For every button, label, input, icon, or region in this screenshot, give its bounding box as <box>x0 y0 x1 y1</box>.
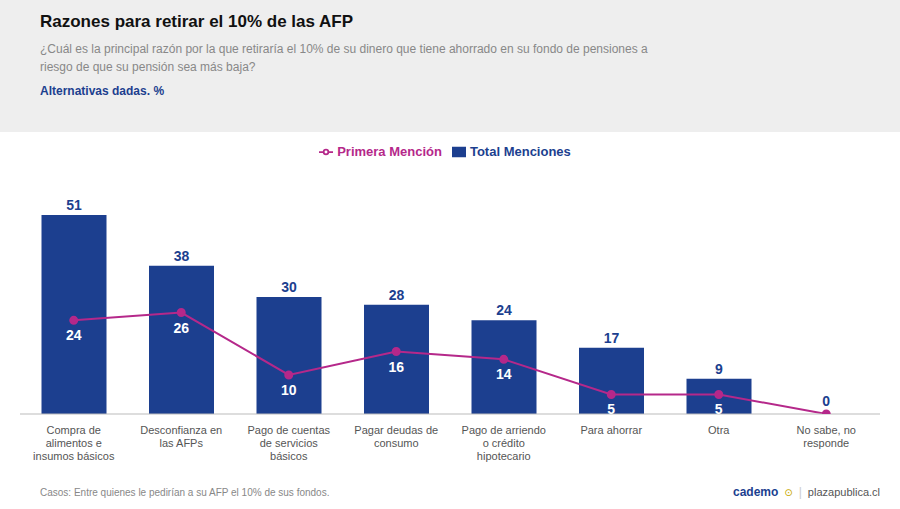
html-text:cademo: cademo <box>733 485 779 499</box>
svg-text:Otra: Otra <box>708 424 730 436</box>
html-text:Casos: Entre quienes le pedirí: Casos: Entre quienes le pedirían a su AF… <box>40 487 330 498</box>
html-text:plazapublica.cl: plazapublica.cl <box>807 486 880 498</box>
html-text:Total Menciones: Total Menciones <box>469 144 571 159</box>
svg-text:Para ahorrar: Para ahorrar <box>580 424 642 436</box>
svg-text:16: 16 <box>388 359 404 375</box>
html-text:Primera Mención: Primera Mención <box>337 144 442 159</box>
svg-text:0: 0 <box>822 393 830 409</box>
svg-text:Compra dealimentos einsumos bá: Compra dealimentos einsumos básicos <box>33 424 115 462</box>
svg-text:26: 26 <box>173 320 189 336</box>
svg-text:24: 24 <box>66 327 82 343</box>
svg-text:No sabe, noresponde: No sabe, noresponde <box>797 424 856 449</box>
svg-text:Pago de cuentasde serviciosbás: Pago de cuentasde serviciosbásicos <box>247 424 330 462</box>
svg-text:51: 51 <box>66 197 82 213</box>
svg-text:24: 24 <box>496 302 512 318</box>
svg-text:Desconfianza enlas AFPs: Desconfianza enlas AFPs <box>140 424 222 449</box>
svg-text:Pagar deudas deconsumo: Pagar deudas deconsumo <box>354 424 438 449</box>
html-text:Alternativas dadas. %: Alternativas dadas. % <box>40 84 165 98</box>
svg-text:17: 17 <box>604 330 620 346</box>
svg-text:14: 14 <box>496 366 512 382</box>
svg-text:Pago de arriendoo créditohipot: Pago de arriendoo créditohipotecario <box>462 424 546 462</box>
svg-text:38: 38 <box>174 248 190 264</box>
svg-text:5: 5 <box>715 401 723 417</box>
html-text:Razones para retirar el 10% de: Razones para retirar el 10% de las AFP <box>40 12 354 31</box>
html-text:¿Cuál es la principal razón po: ¿Cuál es la principal razón por la que r… <box>40 42 648 74</box>
svg-text:28: 28 <box>389 287 405 303</box>
svg-text:5: 5 <box>607 401 615 417</box>
svg-text:30: 30 <box>281 279 297 295</box>
svg-text:9: 9 <box>715 361 723 377</box>
svg-text:10: 10 <box>281 382 297 398</box>
